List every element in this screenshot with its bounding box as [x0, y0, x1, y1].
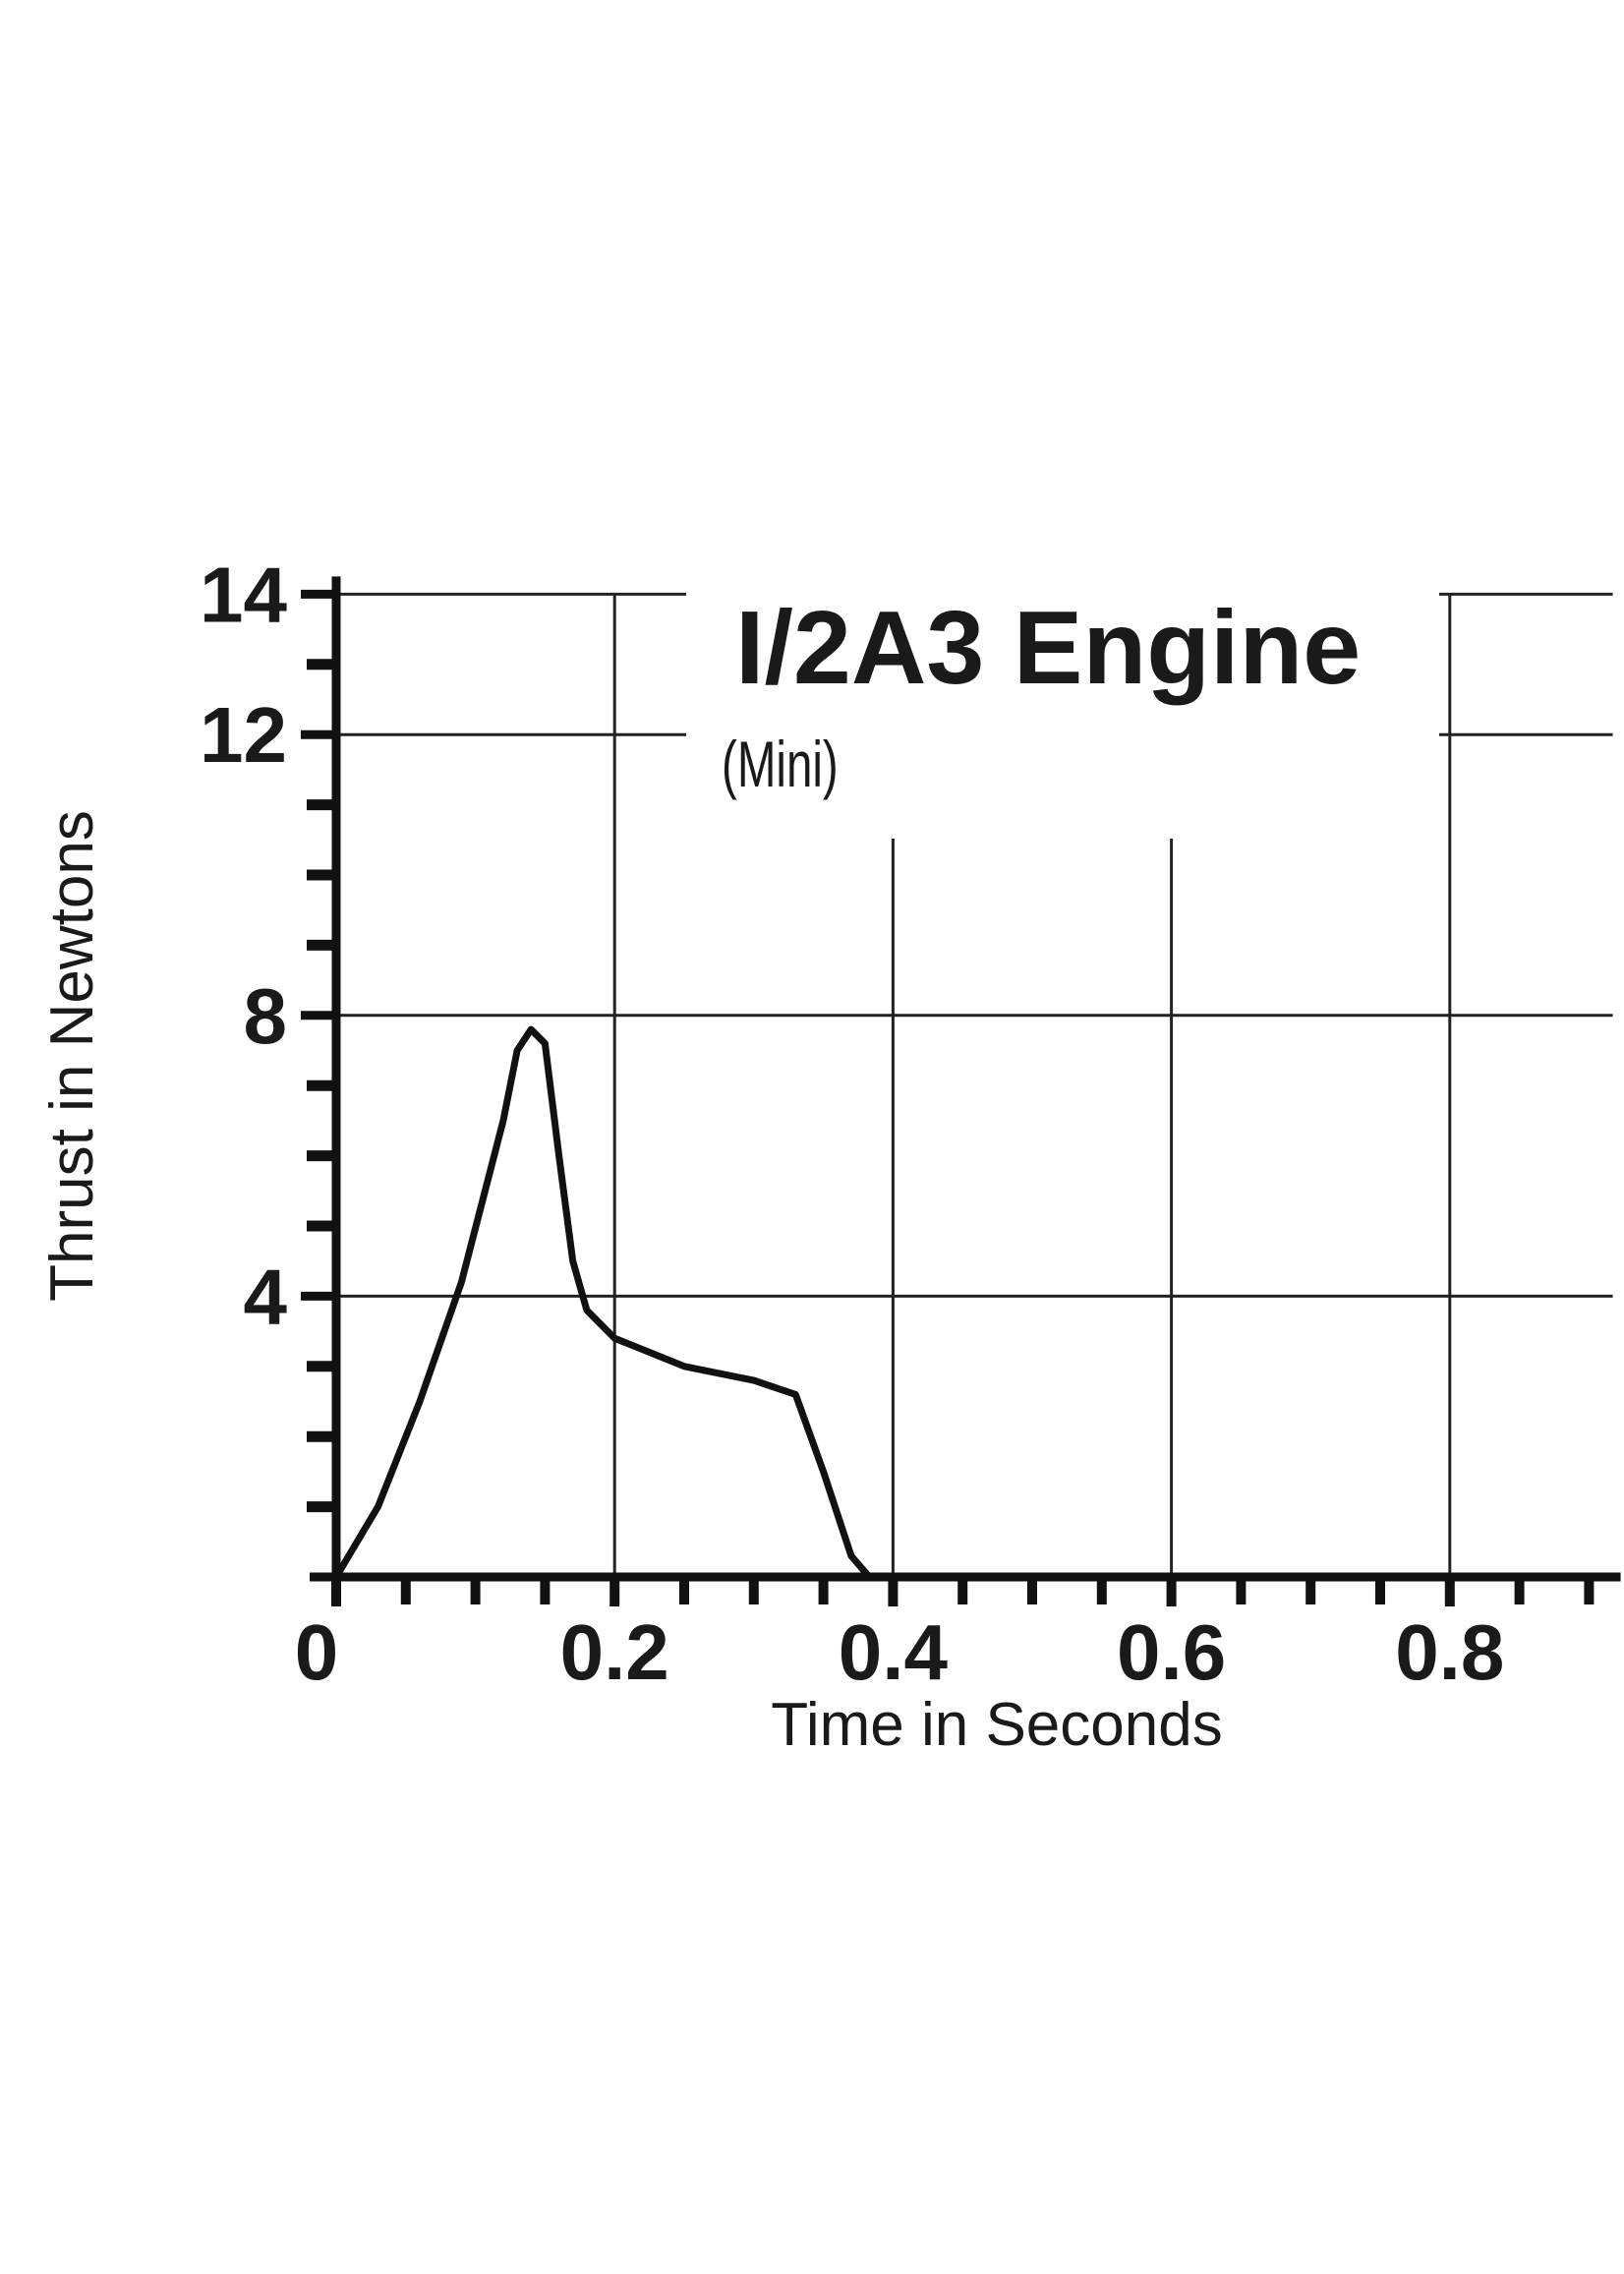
- y-tick-label: 8: [244, 972, 288, 1060]
- y-tick-label: 14: [200, 551, 287, 638]
- x-tick-label: 0.4: [839, 1608, 949, 1696]
- y-axis-label: Thrust in Newtons: [38, 810, 106, 1302]
- x-tick-label: 0.8: [1395, 1608, 1504, 1696]
- y-tick-label: 12: [200, 691, 287, 779]
- x-tick-label: 0.2: [560, 1608, 669, 1696]
- y-tick-label: 4: [244, 1253, 288, 1340]
- thrust-curve: [332, 1025, 873, 1581]
- x-axis-label: Time in Seconds: [771, 1691, 1222, 1759]
- x-tick-label: 0: [295, 1608, 339, 1696]
- chart-title: I/2A3 Engine: [735, 590, 1361, 706]
- chart-subtitle: (Mini): [722, 729, 839, 800]
- title-background: [686, 575, 1439, 839]
- x-tick-label: 0.6: [1117, 1608, 1226, 1696]
